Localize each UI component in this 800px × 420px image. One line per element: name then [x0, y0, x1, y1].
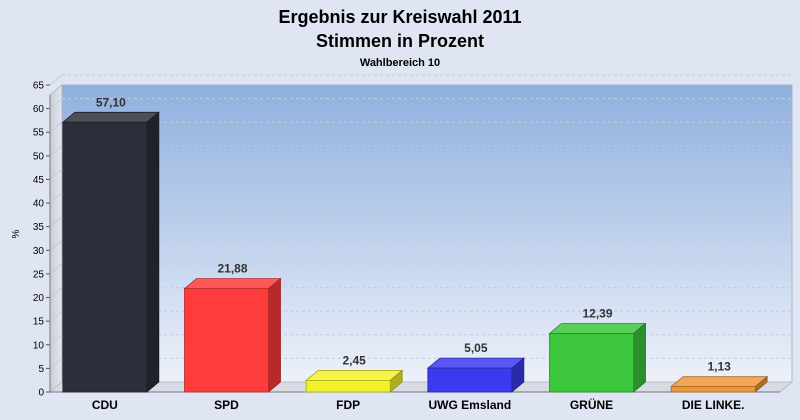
data-label: 12,39 — [582, 306, 612, 320]
gridline-side — [49, 98, 63, 109]
bar — [184, 288, 269, 393]
bar-top — [183, 278, 282, 290]
gridline-side — [49, 334, 63, 346]
gridline-side — [49, 310, 63, 322]
data-label: 2,45 — [342, 353, 366, 367]
y-tick-label: 25 — [33, 269, 45, 280]
gridline-side — [49, 169, 63, 180]
y-axis-label: % — [11, 229, 22, 238]
y-tick-label: 0 — [38, 388, 44, 399]
plot-back-wall — [61, 84, 793, 383]
bar — [549, 333, 634, 393]
bar — [670, 386, 756, 393]
x-tick-label: DIE LINKE. — [682, 398, 745, 412]
y-tick-label: 60 — [33, 104, 45, 115]
y-tick-label: 35 — [33, 222, 45, 233]
bar-top — [305, 370, 404, 381]
bar-side — [633, 322, 646, 393]
y-tick-label: 55 — [33, 128, 45, 139]
gridline-side — [49, 216, 63, 228]
bar-side — [146, 111, 160, 393]
data-label: 5,05 — [464, 341, 488, 355]
y-tick-label: 45 — [33, 175, 45, 186]
x-tick-label: GRÜNE — [570, 397, 613, 412]
bar — [62, 121, 148, 393]
data-label: 1,13 — [707, 360, 731, 374]
y-tick-label: 65 — [33, 81, 45, 92]
y-tick-label: 5 — [38, 364, 44, 375]
x-tick-label: FDP — [336, 398, 360, 412]
bar-side — [268, 277, 281, 393]
y-tick-label: 10 — [33, 340, 45, 351]
plot-area: 0 5 10 15 20 25 30 35 40 45 50 55 60 65 57,10 CDU 21,88 S… — [33, 74, 794, 412]
y-tick-label: 15 — [33, 317, 45, 328]
bar — [305, 380, 391, 393]
gridline-side — [49, 192, 63, 204]
x-tick-label: UWG Emsland — [428, 398, 511, 412]
x-tick-label: SPD — [214, 398, 239, 412]
bar-top — [670, 376, 769, 388]
y-tick-label: 50 — [33, 151, 45, 162]
gridline-side — [49, 74, 63, 86]
data-label: 21,88 — [217, 262, 247, 276]
bar-top — [61, 111, 160, 123]
y-tick-label: 30 — [33, 246, 45, 257]
x-tick-label: CDU — [92, 398, 118, 412]
y-tick-label: 20 — [33, 293, 45, 304]
gridline-side — [49, 263, 63, 275]
bar-top — [548, 323, 647, 334]
bar-top — [426, 357, 525, 369]
chart-subtitle: Stimmen in Prozent — [316, 31, 484, 51]
data-label: 57,10 — [96, 95, 126, 109]
y-tick-label: 40 — [33, 199, 45, 210]
gridline-side — [49, 287, 63, 298]
chart-caption: Wahlbereich 10 — [360, 57, 440, 69]
gridline-side — [49, 239, 63, 251]
chart-title: Ergebnis zur Kreiswahl 2011 — [278, 7, 521, 27]
gridline-side — [49, 145, 63, 157]
gridline-side — [49, 121, 63, 133]
bar — [427, 367, 513, 393]
gridline-side — [49, 358, 63, 369]
